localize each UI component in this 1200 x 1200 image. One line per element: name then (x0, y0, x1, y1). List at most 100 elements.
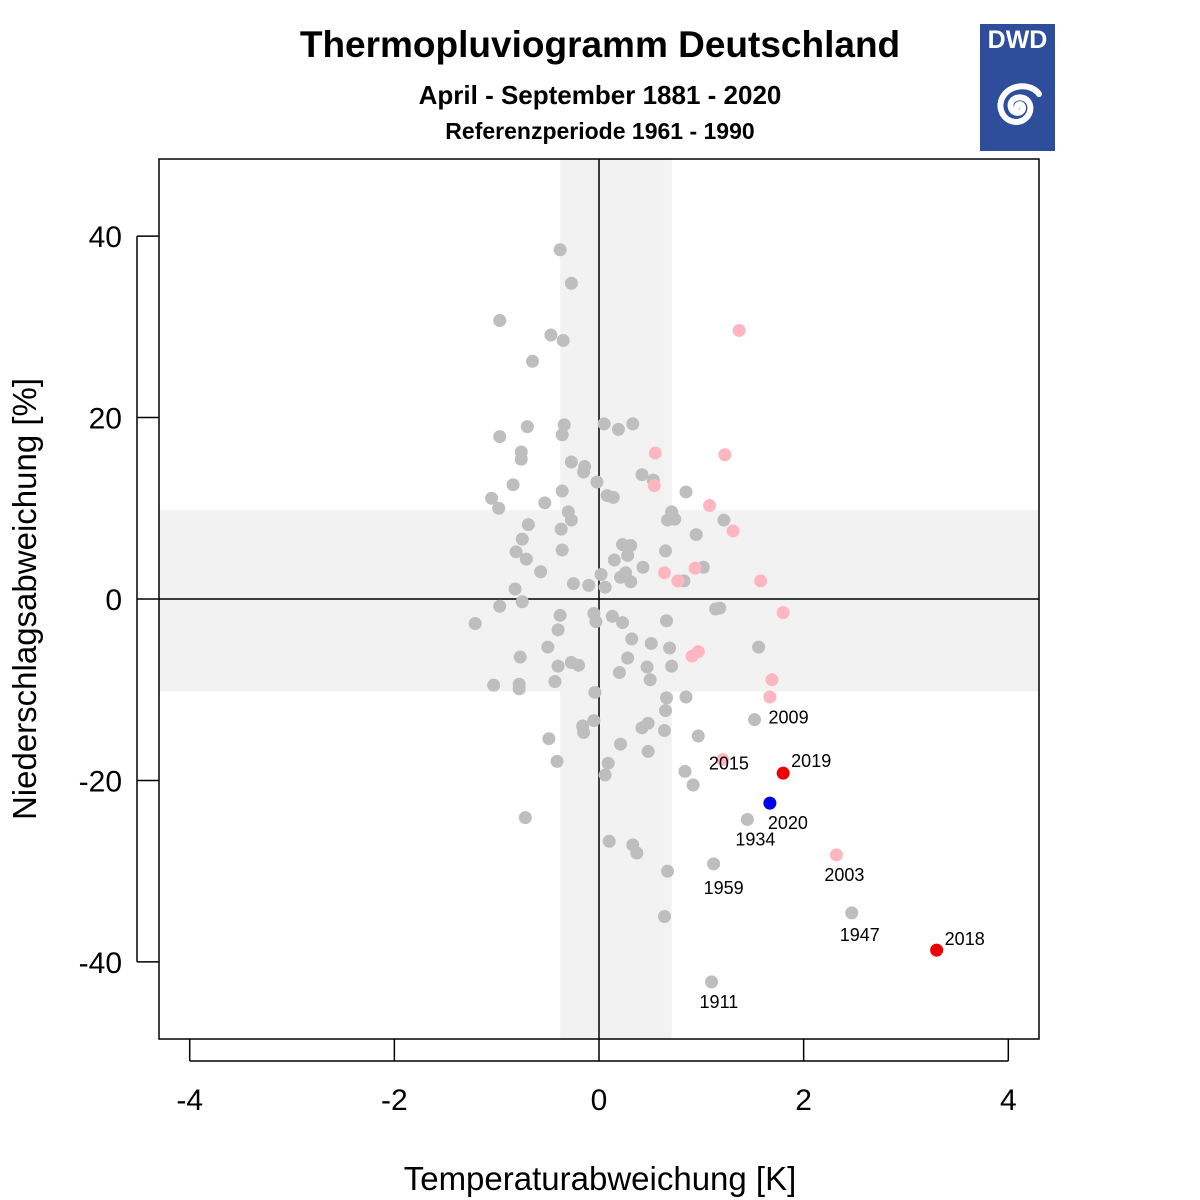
data-point (616, 616, 630, 630)
dwd-logo-text: DWD (987, 26, 1048, 54)
point-label-2009: 2009 (769, 708, 809, 728)
data-point (597, 417, 611, 431)
data-point (635, 721, 649, 735)
data-point (625, 632, 639, 646)
data-point (512, 682, 526, 696)
data-point (663, 641, 677, 655)
data-point (689, 528, 703, 542)
data-point (641, 744, 655, 758)
data-point (564, 513, 578, 527)
data-point-recent (732, 323, 746, 337)
y-axis-label: Niederschlagsabweichung [%] (6, 378, 43, 820)
dwd-logo: DWD (980, 24, 1055, 151)
x-tick-label: -4 (176, 1084, 203, 1117)
data-point (550, 754, 564, 768)
data-point (485, 491, 499, 505)
data-point (492, 501, 506, 515)
data-point (643, 673, 657, 687)
data-point-recent (648, 446, 662, 460)
point-label-2003: 2003 (824, 865, 864, 885)
data-point (659, 544, 673, 558)
data-point (660, 614, 674, 628)
data-point-2009 (748, 713, 762, 727)
data-point (525, 354, 539, 368)
data-point (630, 846, 644, 860)
data-point (607, 553, 621, 567)
data-point-1947 (845, 906, 859, 920)
data-point (493, 430, 507, 444)
data-point-2018 (930, 943, 944, 957)
data-point (564, 455, 578, 469)
data-point (636, 560, 650, 574)
data-point-recent (657, 566, 671, 580)
x-tick-label: 2 (795, 1084, 812, 1117)
data-point (624, 538, 638, 552)
point-label-1934: 1934 (735, 829, 775, 849)
x-tick-label: 4 (1000, 1084, 1017, 1117)
point-label-2015: 2015 (709, 754, 749, 774)
data-point (613, 570, 627, 584)
data-point (538, 496, 552, 510)
data-point-recent (703, 499, 717, 513)
data-point-1911 (705, 975, 719, 989)
data-point (665, 659, 679, 673)
data-point-1934 (740, 812, 754, 826)
data-point (605, 609, 619, 623)
data-point (621, 651, 635, 665)
data-point-recent (763, 690, 777, 704)
data-point (588, 685, 602, 699)
data-point (555, 543, 569, 557)
x-axis-label: Temperaturabweichung [K] (404, 1160, 797, 1197)
x-tick-label: 0 (591, 1084, 608, 1117)
data-point (678, 764, 692, 778)
point-label-2019: 2019 (791, 751, 831, 771)
data-point (521, 518, 535, 532)
data-point (713, 601, 727, 615)
data-point (691, 729, 705, 743)
point-label-1947: 1947 (840, 925, 880, 945)
data-point (548, 675, 562, 689)
data-point (601, 756, 615, 770)
data-point (659, 704, 673, 718)
data-point-2015 (716, 753, 730, 767)
data-point (661, 864, 675, 878)
data-point (598, 580, 612, 594)
data-point (640, 660, 654, 674)
data-point (555, 428, 569, 442)
chart-title: Thermopluviogramm Deutschland (299, 24, 901, 65)
data-point (566, 577, 580, 591)
data-point (624, 575, 638, 589)
data-point-recent (726, 524, 740, 538)
data-point (589, 615, 603, 629)
data-point (513, 650, 527, 664)
y-tick-label: -20 (79, 765, 122, 798)
y-tick-label: 0 (105, 584, 122, 617)
data-point (679, 690, 693, 704)
swirl-icon (997, 83, 1042, 126)
data-point (611, 422, 625, 436)
data-point-recent (765, 673, 779, 687)
data-point (557, 418, 571, 432)
data-point (493, 313, 507, 327)
data-point (612, 665, 626, 679)
data-point (657, 910, 671, 924)
data-point (606, 490, 620, 504)
data-point-2020 (763, 796, 777, 810)
data-point (508, 582, 522, 596)
data-point-recent (718, 448, 732, 462)
data-point (520, 420, 534, 434)
data-point (544, 328, 558, 342)
y-tick-label: 40 (89, 221, 122, 254)
data-point (657, 724, 671, 738)
data-point (553, 608, 567, 622)
data-point (509, 545, 523, 559)
point-label-1959: 1959 (704, 878, 744, 898)
data-point (468, 616, 482, 630)
data-point (515, 532, 529, 546)
data-point-recent (776, 606, 790, 620)
data-point (551, 623, 565, 637)
data-point (553, 243, 567, 257)
data-point (661, 513, 675, 527)
reference-period: Referenzperiode 1961 - 1990 (445, 118, 755, 144)
data-point (587, 714, 601, 728)
